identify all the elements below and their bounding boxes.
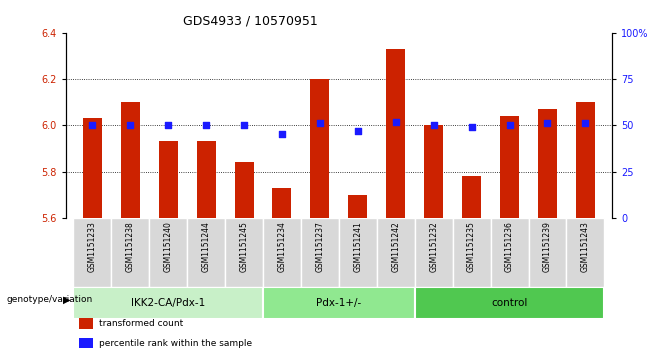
Bar [339,218,377,287]
Text: GSM1151241: GSM1151241 [353,221,363,272]
Point [542,121,553,126]
Bar [159,142,178,218]
Point [277,132,288,138]
Text: GSM1151242: GSM1151242 [392,221,400,272]
Text: percentile rank within the sample: percentile rank within the sample [99,339,252,347]
Point [125,122,136,128]
Bar [424,125,443,218]
Point [239,122,249,128]
Bar [263,287,415,319]
Text: ▶: ▶ [63,294,70,305]
Bar [528,218,567,287]
Point [428,122,439,128]
Bar [74,218,111,287]
Bar [311,79,330,218]
Text: Pdx-1+/-: Pdx-1+/- [316,298,361,308]
Text: GSM1151245: GSM1151245 [240,221,249,272]
Bar [234,162,253,218]
Bar [301,218,339,287]
Bar [415,218,453,287]
Bar [576,102,595,218]
Text: control: control [492,298,528,308]
Bar [377,218,415,287]
Bar [197,142,216,218]
Bar [83,118,102,218]
Text: GSM1151233: GSM1151233 [88,221,97,272]
Text: GSM1151239: GSM1151239 [543,221,552,272]
Text: GSM1151232: GSM1151232 [429,221,438,272]
Bar [462,176,481,218]
Text: GSM1151243: GSM1151243 [581,221,590,272]
Point [87,122,97,128]
Bar [538,109,557,218]
Bar [453,218,491,287]
Text: GSM1151240: GSM1151240 [164,221,172,272]
Point [315,121,325,126]
Point [580,121,591,126]
Text: GSM1151244: GSM1151244 [201,221,211,272]
Text: GSM1151235: GSM1151235 [467,221,476,272]
Text: IKK2-CA/Pdx-1: IKK2-CA/Pdx-1 [131,298,205,308]
Text: GSM1151237: GSM1151237 [315,221,324,272]
Point [353,128,363,134]
Text: transformed count: transformed count [99,319,183,327]
Bar [348,195,367,218]
Text: GDS4933 / 10570951: GDS4933 / 10570951 [183,15,317,28]
Text: GSM1151234: GSM1151234 [278,221,286,272]
Bar [187,218,225,287]
Bar [491,218,528,287]
Text: GSM1151238: GSM1151238 [126,221,135,272]
Bar [74,287,263,319]
Bar [149,218,187,287]
Text: genotype/variation: genotype/variation [7,295,93,304]
Bar [263,218,301,287]
Bar [225,218,263,287]
Point [163,122,174,128]
Point [504,122,515,128]
Bar [500,116,519,218]
Text: GSM1151236: GSM1151236 [505,221,514,272]
Bar [567,218,604,287]
Point [467,124,477,130]
Point [201,122,211,128]
Bar [386,49,405,218]
Bar [272,188,291,218]
Bar [121,102,139,218]
Point [390,119,401,125]
Bar [415,287,604,319]
Bar [111,218,149,287]
